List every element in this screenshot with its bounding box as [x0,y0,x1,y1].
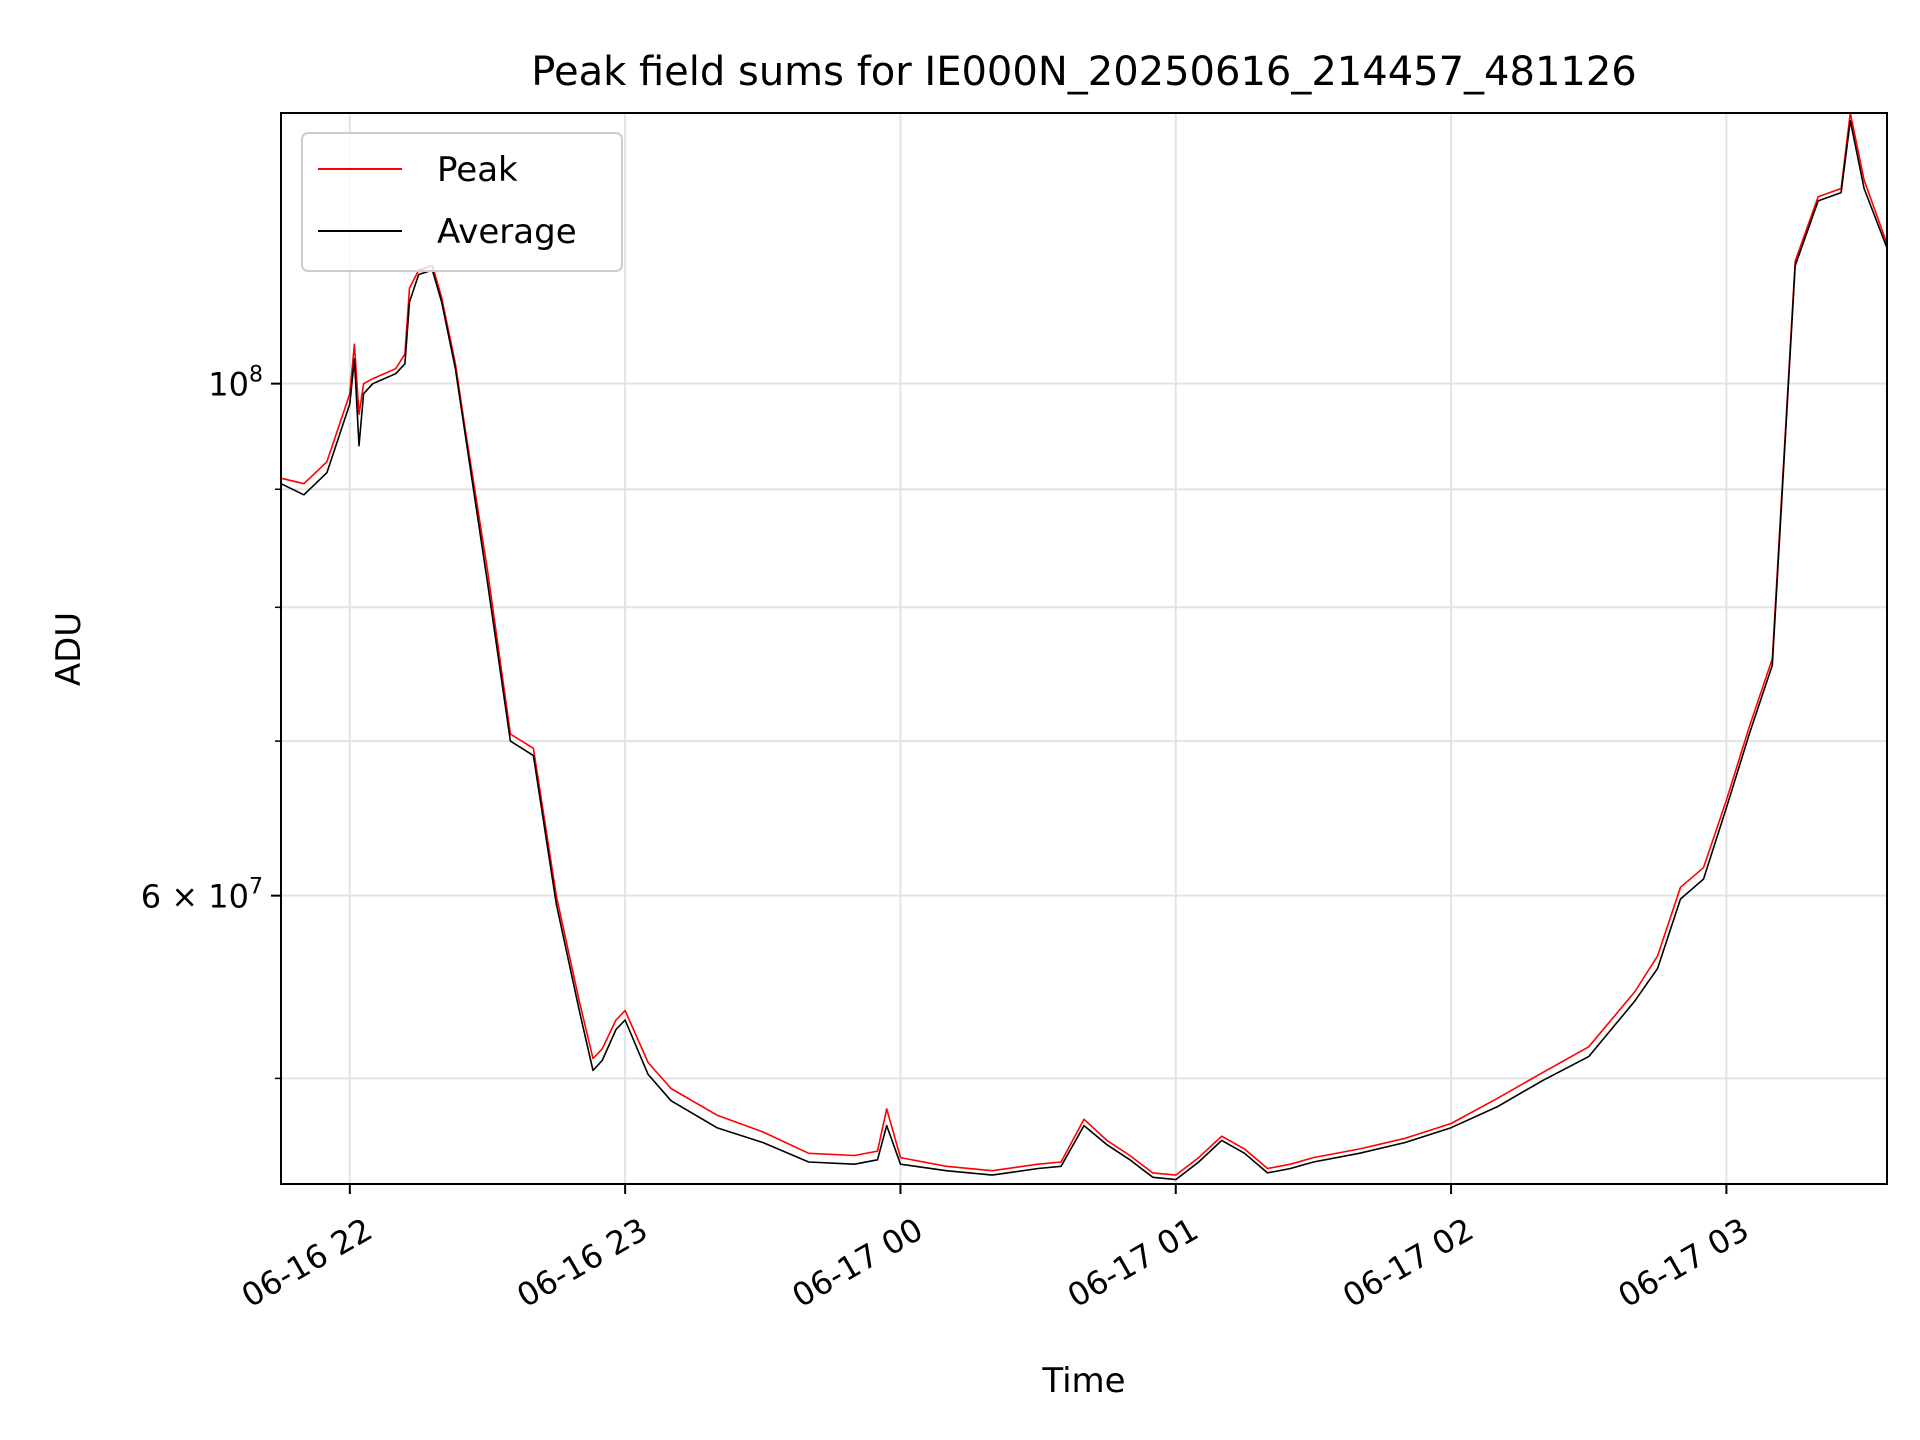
y-tick-label: 6 × 107 [141,875,263,916]
legend-box [301,132,623,272]
y-axis-ticks: 6 × 107 108 [141,363,281,1080]
x-axis-label: Time [1041,1361,1125,1401]
series-line-average [280,119,1888,1181]
y-tick-label: 108 [208,363,263,404]
legend: Peak Average [301,132,623,272]
grid [281,113,1887,1184]
legend-label-average: Average [437,212,577,252]
y-axis-label: ADU [49,612,89,686]
plot-frame [280,112,1888,1185]
chart-title: Peak field sums for IE000N_20250616_2144… [531,49,1636,95]
legend-label-peak: Peak [437,150,518,190]
